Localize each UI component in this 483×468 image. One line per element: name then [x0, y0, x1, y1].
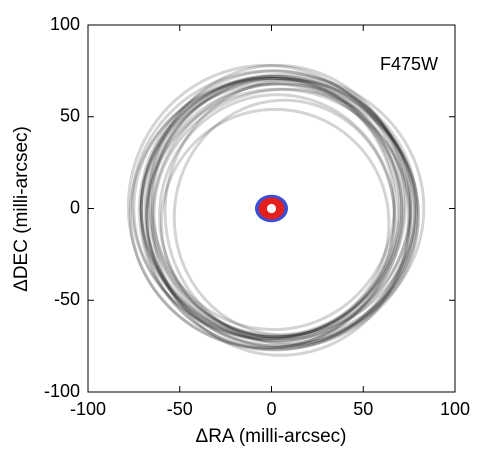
- y-tick-label: 50: [60, 106, 80, 126]
- ring: [152, 87, 420, 341]
- ring: [145, 76, 417, 348]
- y-tick-label: -100: [44, 381, 80, 401]
- ring: [128, 76, 418, 352]
- annotation: F475W: [380, 54, 438, 74]
- center-marker: [266, 203, 277, 214]
- x-tick-label: -50: [167, 399, 193, 419]
- ring: [145, 87, 413, 348]
- x-tick-label: -100: [70, 399, 106, 419]
- y-tick-label: 100: [50, 14, 80, 34]
- ring: [137, 69, 413, 352]
- ring: [139, 73, 426, 344]
- ring: [126, 63, 406, 350]
- ring: [143, 74, 411, 343]
- ring: [139, 74, 418, 339]
- x-tick-label: 0: [266, 399, 276, 419]
- ring: [139, 74, 400, 350]
- ring: [139, 82, 404, 339]
- ring: [145, 82, 420, 350]
- x-tick-label: 50: [353, 399, 373, 419]
- y-tick-label: 0: [70, 197, 80, 217]
- ring: [147, 63, 407, 343]
- y-axis-title: ΔDEC (milli-arcsec): [11, 126, 32, 292]
- ring: [172, 98, 396, 337]
- ring: [159, 107, 391, 339]
- ring: [148, 76, 402, 337]
- ring: [130, 69, 413, 341]
- ring: [158, 93, 396, 339]
- ring: [132, 76, 404, 341]
- ring: [150, 78, 396, 332]
- y-tick-label: -50: [54, 289, 80, 309]
- ring: [163, 78, 417, 346]
- ring: [150, 82, 411, 357]
- x-axis-title: ΔRA (milli-arcsec): [196, 426, 347, 447]
- x-tick-label: 100: [440, 399, 470, 419]
